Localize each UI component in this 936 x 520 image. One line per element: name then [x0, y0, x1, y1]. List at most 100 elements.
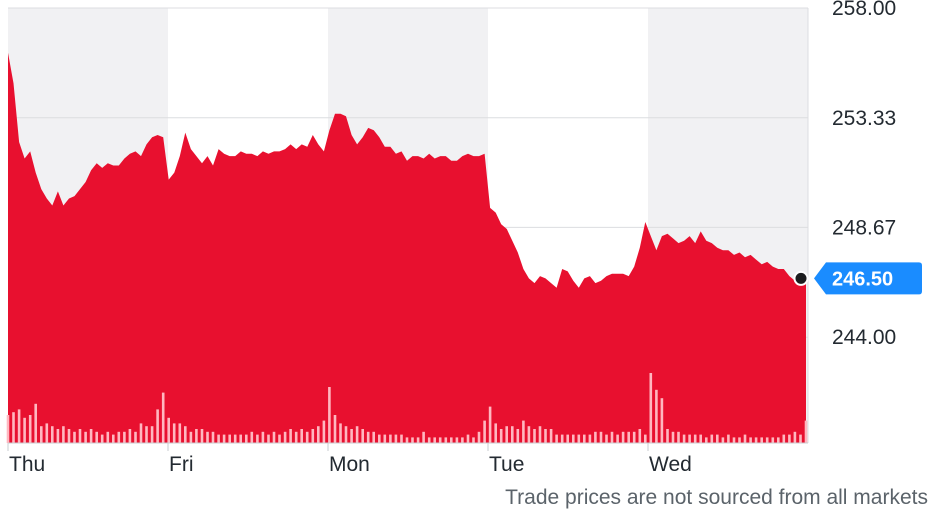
volume-bar — [394, 434, 398, 443]
volume-bar — [599, 431, 603, 443]
volume-bar — [233, 434, 237, 443]
volume-bar — [228, 434, 231, 443]
volume-bar — [411, 437, 414, 443]
footer-note: Trade prices are not sourced from all ma… — [505, 486, 928, 509]
volume-bar — [245, 434, 248, 443]
volume-bar — [62, 426, 65, 443]
volume-bar — [261, 431, 265, 443]
volume-bar — [505, 426, 508, 443]
volume-bar — [566, 434, 569, 443]
volume-bar — [688, 434, 691, 443]
price-area[interactable] — [8, 52, 806, 443]
volume-bar — [6, 415, 10, 443]
volume-bar — [771, 437, 775, 443]
volume-bar — [289, 429, 292, 443]
volume-bar — [117, 431, 121, 443]
y-tick-label: 248.67 — [832, 216, 896, 239]
volume-bar — [317, 426, 320, 443]
volume-bar — [100, 434, 104, 443]
volume-bar — [156, 409, 159, 443]
volume-bar — [73, 431, 76, 443]
volume-bar — [555, 434, 558, 443]
volume-bar — [749, 437, 752, 443]
volume-bar — [123, 431, 126, 443]
volume-bar — [195, 429, 198, 443]
volume-bar — [511, 426, 514, 443]
last-price-dot — [793, 270, 809, 286]
current-price-tag: 246.50 — [793, 262, 922, 295]
volume-bar — [328, 387, 331, 443]
x-tick-label: Thu — [9, 453, 45, 476]
volume-bar — [178, 423, 182, 443]
volume-bar — [139, 423, 143, 443]
volume-bar — [278, 434, 281, 443]
volume-bar — [666, 429, 669, 443]
volume-bar — [422, 431, 425, 443]
y-axis-ticks: 258.00 253.33 248.67 244.00 — [832, 0, 896, 349]
volume-bar — [405, 437, 409, 443]
volume-bar — [222, 434, 226, 443]
volume-bar — [427, 437, 431, 443]
volume-bar — [583, 434, 586, 443]
volume-bar — [560, 434, 564, 443]
volume-bar — [311, 429, 315, 443]
volume-bar — [211, 431, 215, 443]
volume-bar — [172, 423, 176, 443]
volume-bar — [610, 431, 614, 443]
volume-bar — [383, 434, 387, 443]
volume-bar — [765, 437, 769, 443]
volume-bar — [727, 434, 730, 443]
volume-bar — [488, 406, 492, 443]
volume-bar — [743, 434, 747, 443]
volume-bar — [128, 429, 132, 443]
volume-bar — [189, 431, 193, 443]
volume-bar — [416, 437, 420, 443]
volume-bar — [28, 415, 32, 443]
volume-bar — [788, 434, 791, 443]
volume-bar — [483, 420, 486, 443]
volume-bar — [239, 434, 242, 443]
volume-bar — [12, 412, 15, 443]
volume-bar — [621, 431, 625, 443]
volume-bar — [710, 434, 714, 443]
volume-bar — [477, 431, 481, 443]
volume-bar — [499, 429, 503, 443]
volume-bar — [677, 431, 680, 443]
volume-bar — [217, 434, 220, 443]
volume-bar — [705, 437, 708, 443]
volume-bar — [461, 437, 464, 443]
volume-bar — [804, 420, 808, 443]
volume-bar — [339, 423, 342, 443]
volume-bar — [760, 437, 763, 443]
volume-bar — [300, 429, 303, 443]
volume-bar — [549, 429, 553, 443]
volume-bar — [438, 437, 442, 443]
volume-bar — [693, 434, 697, 443]
volume-bar — [112, 434, 115, 443]
volume-bar — [400, 434, 403, 443]
volume-bar — [267, 434, 270, 443]
volume-bar — [544, 429, 547, 443]
volume-bar — [522, 420, 525, 443]
volume-bar — [34, 403, 37, 443]
volume-bar — [649, 373, 653, 443]
volume-bar — [627, 431, 630, 443]
volume-bar — [793, 431, 797, 443]
volume-bar — [167, 417, 170, 443]
volume-bar — [632, 431, 636, 443]
volume-bar — [782, 434, 786, 443]
volume-bars — [6, 373, 808, 443]
volume-bar — [89, 429, 93, 443]
volume-bar — [283, 431, 287, 443]
volume-bar — [450, 437, 453, 443]
volume-bar — [366, 431, 370, 443]
volume-bar — [333, 415, 337, 443]
volume-bar — [67, 429, 71, 443]
volume-bar — [516, 429, 520, 443]
x-tick-label: Fri — [169, 453, 194, 476]
volume-bar — [605, 434, 608, 443]
volume-bar — [389, 434, 392, 443]
volume-bar — [272, 431, 276, 443]
x-tick-label: Wed — [649, 453, 692, 476]
